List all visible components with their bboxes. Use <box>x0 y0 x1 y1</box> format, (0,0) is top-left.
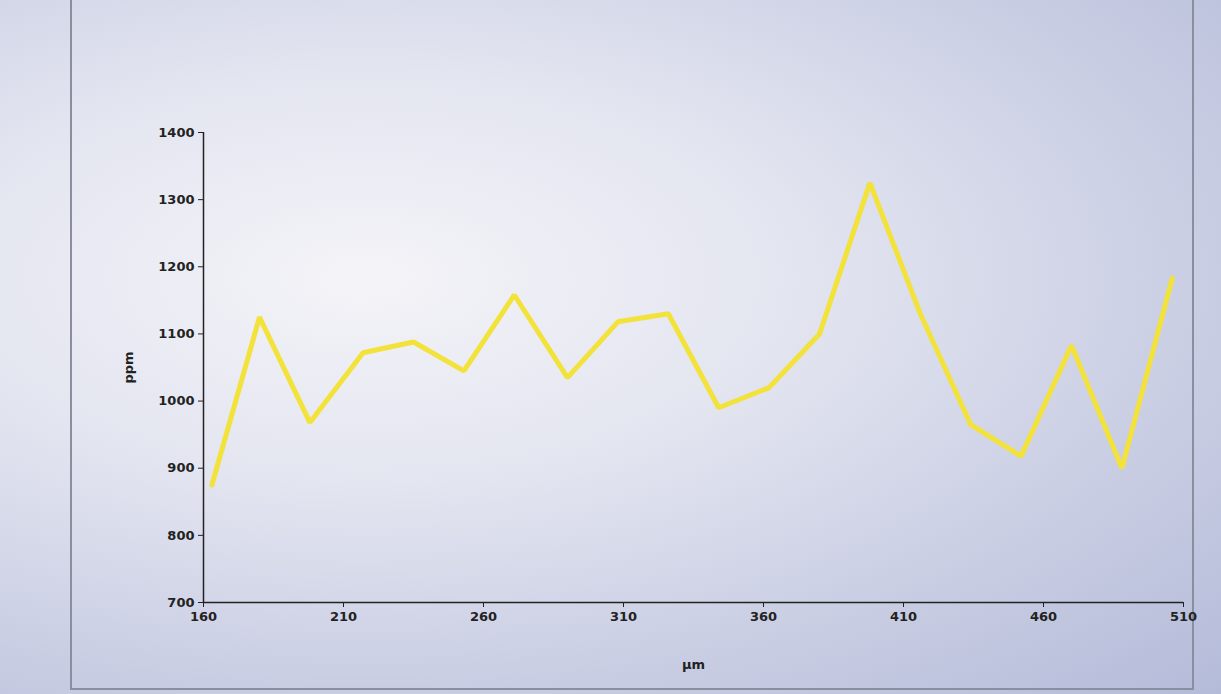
svg-text:800: 800 <box>167 528 194 543</box>
svg-text:700: 700 <box>167 595 194 610</box>
svg-text:310: 310 <box>610 609 637 624</box>
svg-text:1100: 1100 <box>158 326 194 341</box>
svg-text:260: 260 <box>470 609 497 624</box>
svg-text:210: 210 <box>330 609 357 624</box>
svg-text:1400: 1400 <box>158 125 194 140</box>
svg-text:1200: 1200 <box>158 259 194 274</box>
svg-text:510: 510 <box>1170 609 1197 624</box>
svg-text:900: 900 <box>167 460 194 475</box>
svg-text:160: 160 <box>190 609 217 624</box>
svg-text:µm: µm <box>682 657 705 672</box>
svg-text:460: 460 <box>1030 609 1057 624</box>
svg-text:ppm: ppm <box>121 351 136 383</box>
svg-text:360: 360 <box>750 609 777 624</box>
svg-text:410: 410 <box>890 609 917 624</box>
svg-text:1000: 1000 <box>158 393 194 408</box>
svg-text:1300: 1300 <box>158 192 194 207</box>
